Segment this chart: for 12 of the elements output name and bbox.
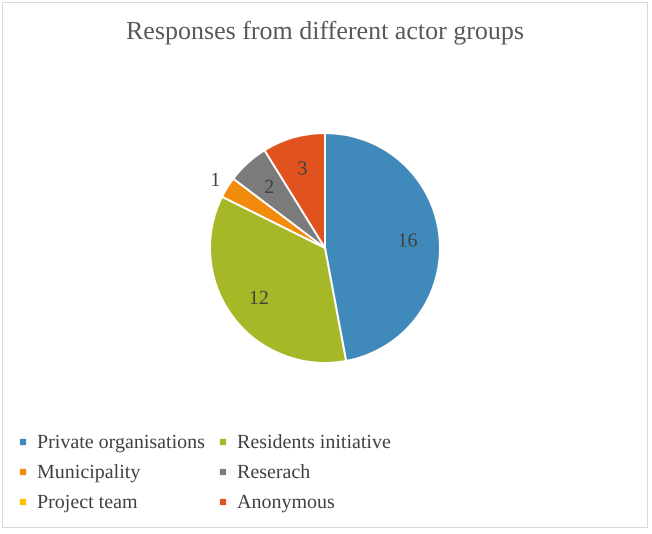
data-label: 2 xyxy=(264,176,274,198)
legend-label: Anonymous xyxy=(237,491,335,513)
data-label: 16 xyxy=(397,229,418,252)
data-label: 1 xyxy=(210,169,220,192)
legend-label: Reserach xyxy=(237,461,310,483)
legend-label: Municipality xyxy=(37,461,140,483)
legend-label: Private organisations xyxy=(37,431,206,453)
data-label: 12 xyxy=(248,286,269,309)
data-label: 3 xyxy=(297,157,308,180)
legend-label: Project team xyxy=(37,491,138,513)
chart-title: Responses from different actor groups xyxy=(126,16,524,45)
legend-label: Residents initiative xyxy=(237,431,391,453)
